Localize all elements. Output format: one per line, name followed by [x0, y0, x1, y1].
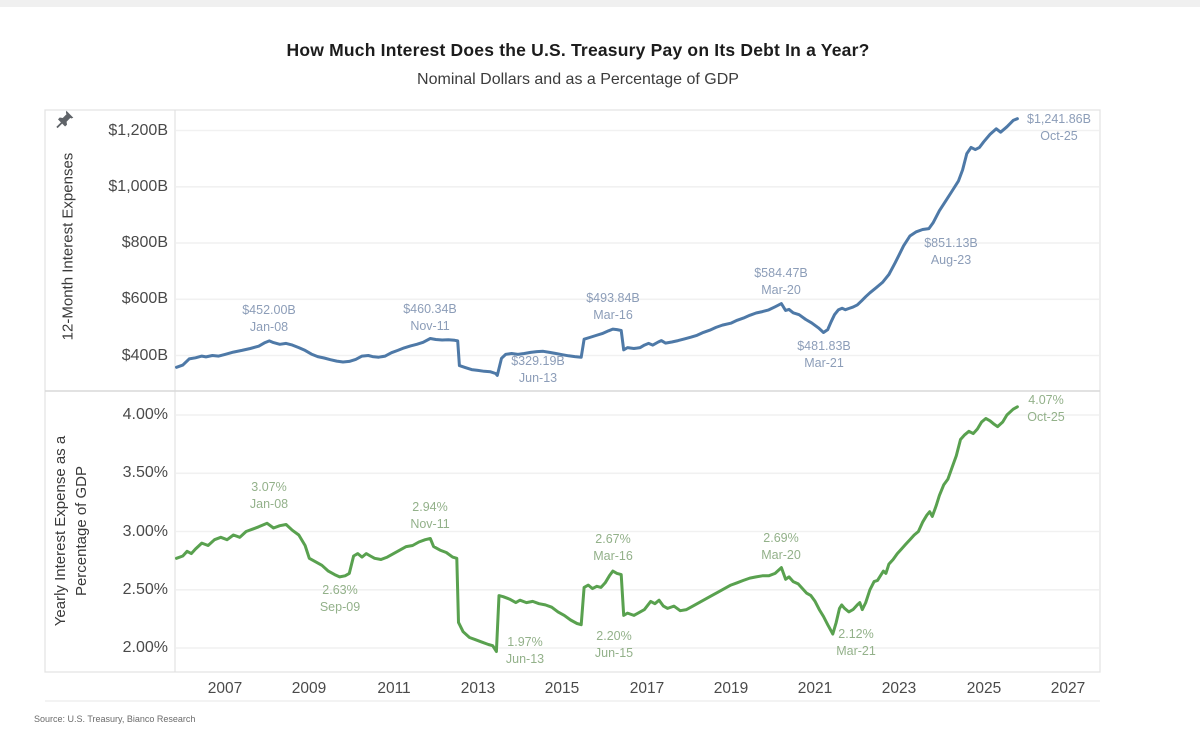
data-annotation: $329.19B Jun-13: [478, 353, 598, 387]
data-annotation: 3.07% Jan-08: [209, 479, 329, 513]
x-tick-label: 2027: [1050, 680, 1086, 697]
annotation-date: Mar-21: [836, 644, 876, 658]
y-tick-label: 3.50%: [122, 464, 168, 481]
annotation-date: Mar-20: [761, 283, 801, 297]
chart-subtitle: Nominal Dollars and as a Percentage of G…: [417, 71, 739, 88]
y-tick-label: $1,000B: [108, 178, 168, 195]
pushpin-icon: [56, 110, 74, 129]
annotation-date: Nov-11: [410, 319, 450, 333]
annotation-date: Sep-09: [319, 600, 361, 614]
data-annotation: 2.20% Jun-15: [554, 628, 674, 662]
y-tick-label: $400B: [121, 347, 168, 364]
interest-expense-pct-gdp-line: [175, 405, 1019, 653]
y-tick-label: $800B: [121, 234, 168, 251]
x-tick-label: 2007: [207, 680, 243, 697]
annotation-date: Jun-13: [505, 652, 545, 666]
annotation-value: 4.07%: [1028, 393, 1064, 407]
data-annotation: 2.12% Mar-21: [796, 626, 916, 660]
annotation-value: 2.12%: [838, 627, 874, 641]
data-annotation: 2.94% Nov-11: [370, 499, 490, 533]
y-tick-label: 2.50%: [122, 581, 168, 598]
annotation-value: $584.47B: [754, 266, 808, 280]
annotation-date: Mar-20: [761, 548, 801, 562]
annotation-value: 2.63%: [322, 583, 358, 597]
annotation-date: Oct-25: [1027, 410, 1065, 424]
annotation-date: Oct-25: [1040, 129, 1078, 143]
data-annotation: $460.34B Nov-11: [370, 301, 490, 335]
annotation-value: $329.19B: [511, 354, 565, 368]
data-annotation: $1,241.86B Oct-25: [999, 111, 1119, 145]
data-annotation: $481.83B Mar-21: [764, 338, 884, 372]
nominal-interest-expenses-line: [175, 117, 1019, 377]
data-annotation: 2.69% Mar-20: [721, 530, 841, 564]
y-tick-label: $1,200B: [108, 122, 168, 139]
y-tick-label: 2.00%: [122, 639, 168, 656]
data-annotation: $851.13B Aug-23: [891, 235, 1011, 269]
annotation-date: Mar-16: [593, 308, 633, 322]
y-tick-label: 4.00%: [122, 406, 168, 423]
annotation-value: $851.13B: [924, 236, 978, 250]
x-tick-label: 2021: [797, 680, 833, 697]
annotation-date: Jun-13: [518, 371, 558, 385]
data-annotation: 4.07% Oct-25: [986, 392, 1106, 426]
annotation-value: $460.34B: [403, 302, 457, 316]
annotation-value: 3.07%: [251, 480, 287, 494]
annotation-value: $1,241.86B: [1027, 112, 1091, 126]
data-annotation: $493.84B Mar-16: [553, 290, 673, 324]
annotation-value: 2.20%: [596, 629, 632, 643]
annotation-date: Mar-16: [593, 549, 633, 563]
x-tick-label: 2015: [544, 680, 580, 697]
source-caption: Source: U.S. Treasury, Bianco Research: [34, 714, 196, 724]
annotation-value: $481.83B: [797, 339, 851, 353]
x-tick-label: 2019: [713, 680, 749, 697]
annotation-date: Jun-15: [594, 646, 634, 660]
annotation-date: Nov-11: [410, 517, 450, 531]
data-annotation: 1.97% Jun-13: [465, 634, 585, 668]
x-tick-label: 2009: [291, 680, 327, 697]
annotation-date: Mar-21: [804, 356, 844, 370]
data-annotation: $452.00B Jan-08: [209, 302, 329, 336]
annotation-value: $452.00B: [242, 303, 296, 317]
annotation-value: $493.84B: [586, 291, 640, 305]
annotation-date: Jan-08: [249, 497, 289, 511]
annotation-date: Aug-23: [930, 253, 972, 267]
x-tick-label: 2023: [881, 680, 917, 697]
y-tick-label: $600B: [121, 290, 168, 307]
data-annotation: 2.63% Sep-09: [280, 582, 400, 616]
window-top-strip: [0, 0, 1200, 7]
annotation-value: 2.94%: [412, 500, 448, 514]
annotation-value: 2.69%: [763, 531, 799, 545]
data-annotation: 2.67% Mar-16: [553, 531, 673, 565]
x-tick-label: 2025: [966, 680, 1002, 697]
data-annotation: $584.47B Mar-20: [721, 265, 841, 299]
y-tick-label: 3.00%: [122, 523, 168, 540]
chart-title: How Much Interest Does the U.S. Treasury…: [286, 40, 870, 60]
x-tick-label: 2017: [629, 680, 665, 697]
annotation-value: 1.97%: [507, 635, 543, 649]
x-tick-label: 2013: [460, 680, 496, 697]
annotation-value: 2.67%: [595, 532, 631, 546]
x-tick-label: 2011: [377, 680, 411, 697]
annotation-date: Jan-08: [249, 320, 289, 334]
